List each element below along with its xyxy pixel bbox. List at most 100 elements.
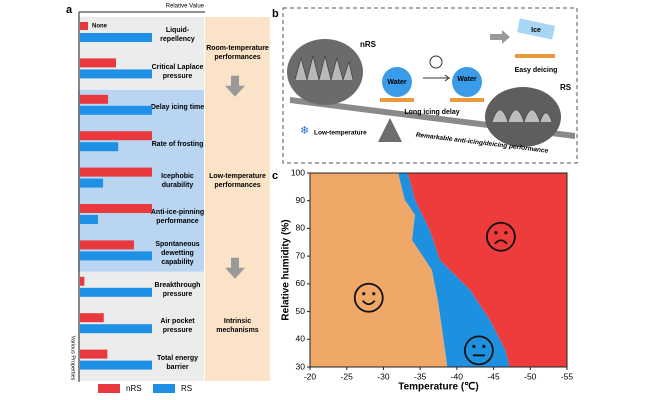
legend-swatch bbox=[153, 384, 175, 393]
y-tick-label: 100 bbox=[291, 167, 305, 177]
substrate bbox=[450, 98, 484, 102]
category-label: Spontaneous dewetting capability bbox=[155, 241, 200, 267]
mouth bbox=[494, 239, 508, 245]
x-tick-label: -25 bbox=[341, 371, 354, 381]
face bbox=[486, 221, 516, 252]
group-label: Intrinsic mechanisms bbox=[216, 318, 259, 335]
label: Water bbox=[457, 76, 476, 83]
category-label: Spontaneous dewetting capability bbox=[155, 241, 200, 267]
bar bbox=[80, 178, 104, 188]
category-label: Critical Laplace pressure bbox=[151, 63, 204, 80]
bar bbox=[80, 313, 104, 323]
substrate bbox=[515, 54, 555, 58]
bar bbox=[80, 251, 152, 261]
x-axis-label: Temperature (℃) bbox=[398, 382, 479, 393]
y-tick-label: 90 bbox=[296, 195, 306, 205]
label: Ice bbox=[531, 27, 541, 34]
panel-label: b bbox=[272, 8, 279, 20]
bar bbox=[80, 131, 152, 141]
category-label: Anti-ice-pinning performance bbox=[150, 209, 205, 226]
category-label: Air pocket pressure bbox=[160, 318, 195, 335]
category-label: Total energy barrier bbox=[157, 355, 198, 371]
x-tick-label: -40 bbox=[451, 371, 464, 381]
group-label: Room-temperature performances bbox=[206, 45, 269, 62]
y-tick-label: 60 bbox=[296, 278, 306, 288]
bar bbox=[80, 215, 98, 224]
bar bbox=[80, 105, 152, 115]
category-label: Liquid-repellency bbox=[160, 27, 195, 44]
legend-label: nRS bbox=[126, 384, 142, 393]
category-label: Breakthrough pressure bbox=[154, 281, 201, 298]
clock-icon bbox=[429, 55, 443, 69]
category-label: Air pocket pressure bbox=[160, 318, 195, 335]
droplet bbox=[382, 67, 412, 97]
region bbox=[310, 173, 448, 367]
group-label: Low-temperature performances bbox=[209, 172, 266, 189]
category-label: Delay icing time bbox=[150, 104, 205, 112]
y-axis-label: Various Properties bbox=[70, 336, 76, 381]
diagram: nRS Water Water Long icing delay Ice Eas… bbox=[282, 7, 578, 164]
bar bbox=[80, 69, 152, 79]
group-label: Low-temperature performances bbox=[209, 172, 266, 189]
face-outline bbox=[353, 282, 384, 313]
bar bbox=[80, 287, 152, 297]
bar bbox=[80, 167, 152, 177]
panel-label: a bbox=[66, 4, 73, 16]
face bbox=[353, 282, 384, 313]
category-label: Rate of frosting bbox=[151, 140, 204, 148]
eye bbox=[504, 231, 508, 235]
down-arrow bbox=[225, 75, 245, 97]
bar bbox=[80, 33, 152, 42]
plot-frame bbox=[309, 172, 568, 368]
category-label: Icephobic durability bbox=[161, 172, 194, 189]
mouth bbox=[362, 300, 376, 306]
arrow bbox=[423, 74, 451, 82]
x-tick-label: -50 bbox=[524, 371, 537, 381]
category-label: Rate of frosting bbox=[151, 140, 204, 148]
face bbox=[463, 335, 494, 366]
bar bbox=[80, 349, 108, 359]
region bbox=[398, 173, 510, 367]
category-label: Icephobic durability bbox=[161, 172, 194, 189]
label: RS bbox=[560, 83, 572, 92]
bar bbox=[80, 204, 152, 213]
x-axis-label: Relative Value bbox=[166, 4, 205, 10]
y-tick-label: 80 bbox=[296, 223, 306, 233]
nrs-spikes bbox=[294, 55, 354, 82]
x-tick-label: -20 bbox=[304, 371, 317, 381]
x-tick-label: -30 bbox=[377, 371, 390, 381]
legend-swatch bbox=[98, 384, 120, 393]
legend-label: RS bbox=[181, 384, 192, 393]
eye bbox=[494, 231, 498, 235]
face-outline bbox=[463, 335, 494, 366]
label: nRS bbox=[360, 40, 377, 49]
rs-image bbox=[485, 87, 561, 147]
y-tick-label: 70 bbox=[296, 250, 306, 260]
bar bbox=[80, 240, 134, 250]
panel-label: c bbox=[272, 170, 278, 182]
group-label: Room-temperature performances bbox=[206, 45, 269, 62]
bar bbox=[80, 142, 119, 152]
label: Water bbox=[387, 79, 406, 86]
fulcrum bbox=[378, 118, 402, 142]
region bbox=[407, 173, 567, 367]
eye bbox=[472, 344, 476, 348]
frame bbox=[282, 7, 578, 164]
bar bbox=[80, 22, 88, 30]
eye bbox=[482, 344, 486, 348]
label: Easy deicing bbox=[515, 67, 558, 74]
category-label: Critical Laplace pressure bbox=[151, 63, 204, 80]
face-outline bbox=[486, 221, 516, 252]
eye bbox=[362, 292, 366, 296]
x-tick-label: -55 bbox=[561, 371, 574, 381]
category-label: Liquid-repellency bbox=[160, 27, 195, 44]
value-label: None bbox=[92, 24, 108, 30]
group-label: Intrinsic mechanisms bbox=[216, 318, 259, 335]
category-label: Anti-ice-pinning performance bbox=[150, 209, 205, 226]
snowflake-icon: ❄ bbox=[300, 125, 309, 137]
bar bbox=[80, 94, 109, 104]
category-label: Delay icing time bbox=[150, 104, 205, 112]
y-tick-label: 40 bbox=[296, 334, 306, 344]
substrate bbox=[380, 98, 414, 102]
